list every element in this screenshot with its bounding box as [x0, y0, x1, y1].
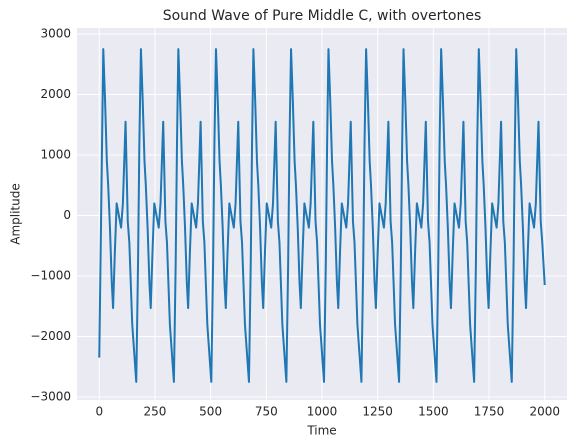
y-tick-label: −1000 [30, 269, 71, 283]
x-tick-label: 500 [199, 405, 222, 419]
x-tick-label: 1000 [307, 405, 338, 419]
x-tick-label: 750 [255, 405, 278, 419]
y-tick-label: 3000 [40, 27, 71, 41]
y-axis-label: Amplitude [9, 183, 23, 245]
x-tick-label: 1250 [362, 405, 393, 419]
x-tick-label: 1750 [474, 405, 505, 419]
chart-title: Sound Wave of Pure Middle C, with overto… [163, 8, 482, 24]
x-axis-label: Time [306, 424, 336, 438]
y-tick-label: −2000 [30, 329, 71, 343]
line-series [98, 48, 546, 383]
x-tick-label: 250 [144, 405, 167, 419]
y-tick-label: 1000 [40, 148, 71, 162]
y-tick-label: 2000 [40, 87, 71, 101]
y-tick-label: −3000 [30, 389, 71, 403]
x-tick-label: 1500 [418, 405, 449, 419]
y-tick-label: 0 [63, 208, 71, 222]
x-tick-label: 2000 [529, 405, 560, 419]
x-tick-label: 0 [95, 405, 103, 419]
